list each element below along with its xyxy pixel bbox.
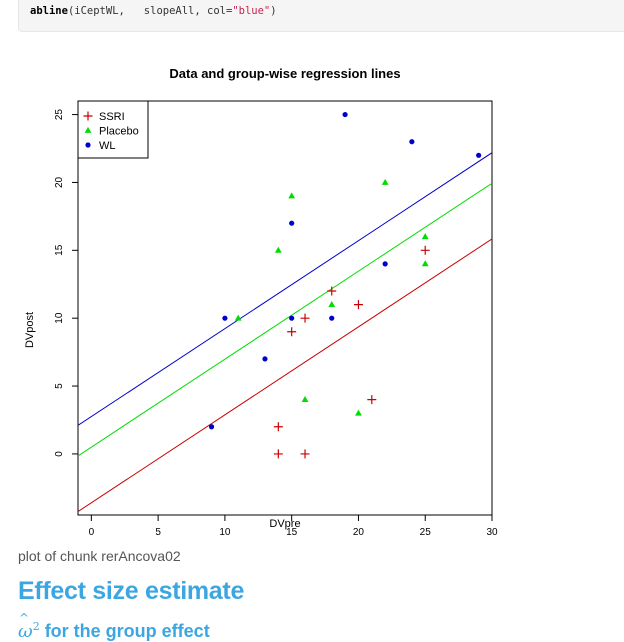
point-ssri — [420, 245, 430, 255]
point-placebo — [381, 178, 389, 185]
legend-label-placebo: Placebo — [99, 126, 139, 138]
x-tick-label: 0 — [89, 527, 95, 538]
code-close: ) — [270, 5, 277, 17]
regression-line-wl — [78, 152, 492, 426]
point-wl — [208, 424, 215, 430]
point-ssri — [273, 422, 283, 432]
point-placebo — [301, 396, 309, 403]
data-points — [208, 111, 482, 459]
legend-marker-wl — [85, 142, 91, 148]
point-wl — [382, 261, 388, 267]
point-placebo — [234, 314, 242, 321]
point-ssri — [287, 327, 297, 337]
point-wl — [409, 139, 415, 145]
regression-line-ssri — [78, 238, 492, 512]
point-ssri — [327, 286, 337, 296]
point-placebo — [421, 233, 429, 240]
point-wl — [222, 315, 228, 321]
x-tick-label: 30 — [486, 527, 498, 538]
y-tick-label: 5 — [54, 383, 65, 389]
section-heading: Effect size estimate — [18, 577, 245, 605]
point-ssri — [300, 313, 310, 323]
point-placebo — [355, 409, 362, 416]
x-axis: 0 5 10 15 20 25 30 — [89, 514, 498, 538]
point-ssri — [273, 449, 283, 459]
omega-hat: ^ — [19, 611, 30, 625]
legend-marker-ssri — [83, 111, 93, 121]
x-tick-label: 15 — [286, 527, 298, 538]
x-tick-label: 10 — [219, 527, 231, 538]
y-tick-label: 0 — [54, 451, 65, 457]
regression-lines — [78, 152, 492, 512]
legend-box — [77, 100, 149, 159]
point-placebo — [274, 246, 282, 253]
x-axis-label: DVpre — [269, 518, 300, 530]
y-axis: 0 5 10 15 20 25 — [54, 109, 79, 457]
point-ssri — [300, 449, 310, 459]
plot-caption: plot of chunk rerAncova02 — [18, 548, 181, 564]
code-string: "blue" — [232, 5, 271, 17]
y-tick-label: 20 — [54, 176, 65, 188]
code-line: abline(iCeptWL, slopeAll, col="blue") — [30, 5, 277, 17]
x-tick-label: 20 — [353, 527, 365, 538]
point-placebo — [328, 301, 336, 308]
legend-label-ssri: SSRI — [99, 111, 125, 123]
y-tick-label: 10 — [54, 312, 65, 324]
legend-marker-placebo — [84, 126, 92, 133]
omega-letter: ω — [18, 621, 33, 642]
point-wl — [289, 220, 295, 226]
regression-plot: Data and group-wise regression lines 0 5 1… — [24, 66, 498, 538]
point-wl — [342, 111, 348, 118]
point-placebo — [288, 192, 296, 199]
plot-frame — [77, 100, 493, 516]
x-tick-label: 5 — [155, 527, 161, 538]
omega-exponent: 2 — [32, 620, 40, 633]
omega-symbol: ^ ω2 — [18, 611, 40, 642]
x-tick-label: 25 — [420, 527, 432, 538]
y-tick-label: 25 — [54, 109, 65, 121]
y-axis-label: DVpost — [24, 312, 36, 348]
point-placebo — [421, 260, 429, 267]
legend: SSRI Placebo WL — [77, 100, 149, 159]
point-wl — [262, 356, 268, 362]
point-ssri — [367, 395, 377, 405]
y-tick-label: 15 — [54, 244, 65, 256]
code-args: (iCeptWL, slopeAll, col= — [67, 5, 233, 17]
point-ssri — [353, 300, 363, 310]
point-wl — [289, 315, 295, 321]
code-block: abline(iCeptWL, slopeAll, col="blue") — [18, 0, 624, 32]
chart-title: Data and group-wise regression lines — [169, 66, 400, 81]
point-wl — [476, 152, 482, 158]
regression-line-placebo — [78, 182, 492, 457]
subheading-text: for the group effect — [39, 621, 210, 641]
code-function: abline — [30, 5, 68, 17]
legend-label-wl: WL — [99, 140, 116, 152]
subheading: ^ ω2 for the group effect — [18, 611, 210, 642]
point-wl — [329, 315, 335, 321]
